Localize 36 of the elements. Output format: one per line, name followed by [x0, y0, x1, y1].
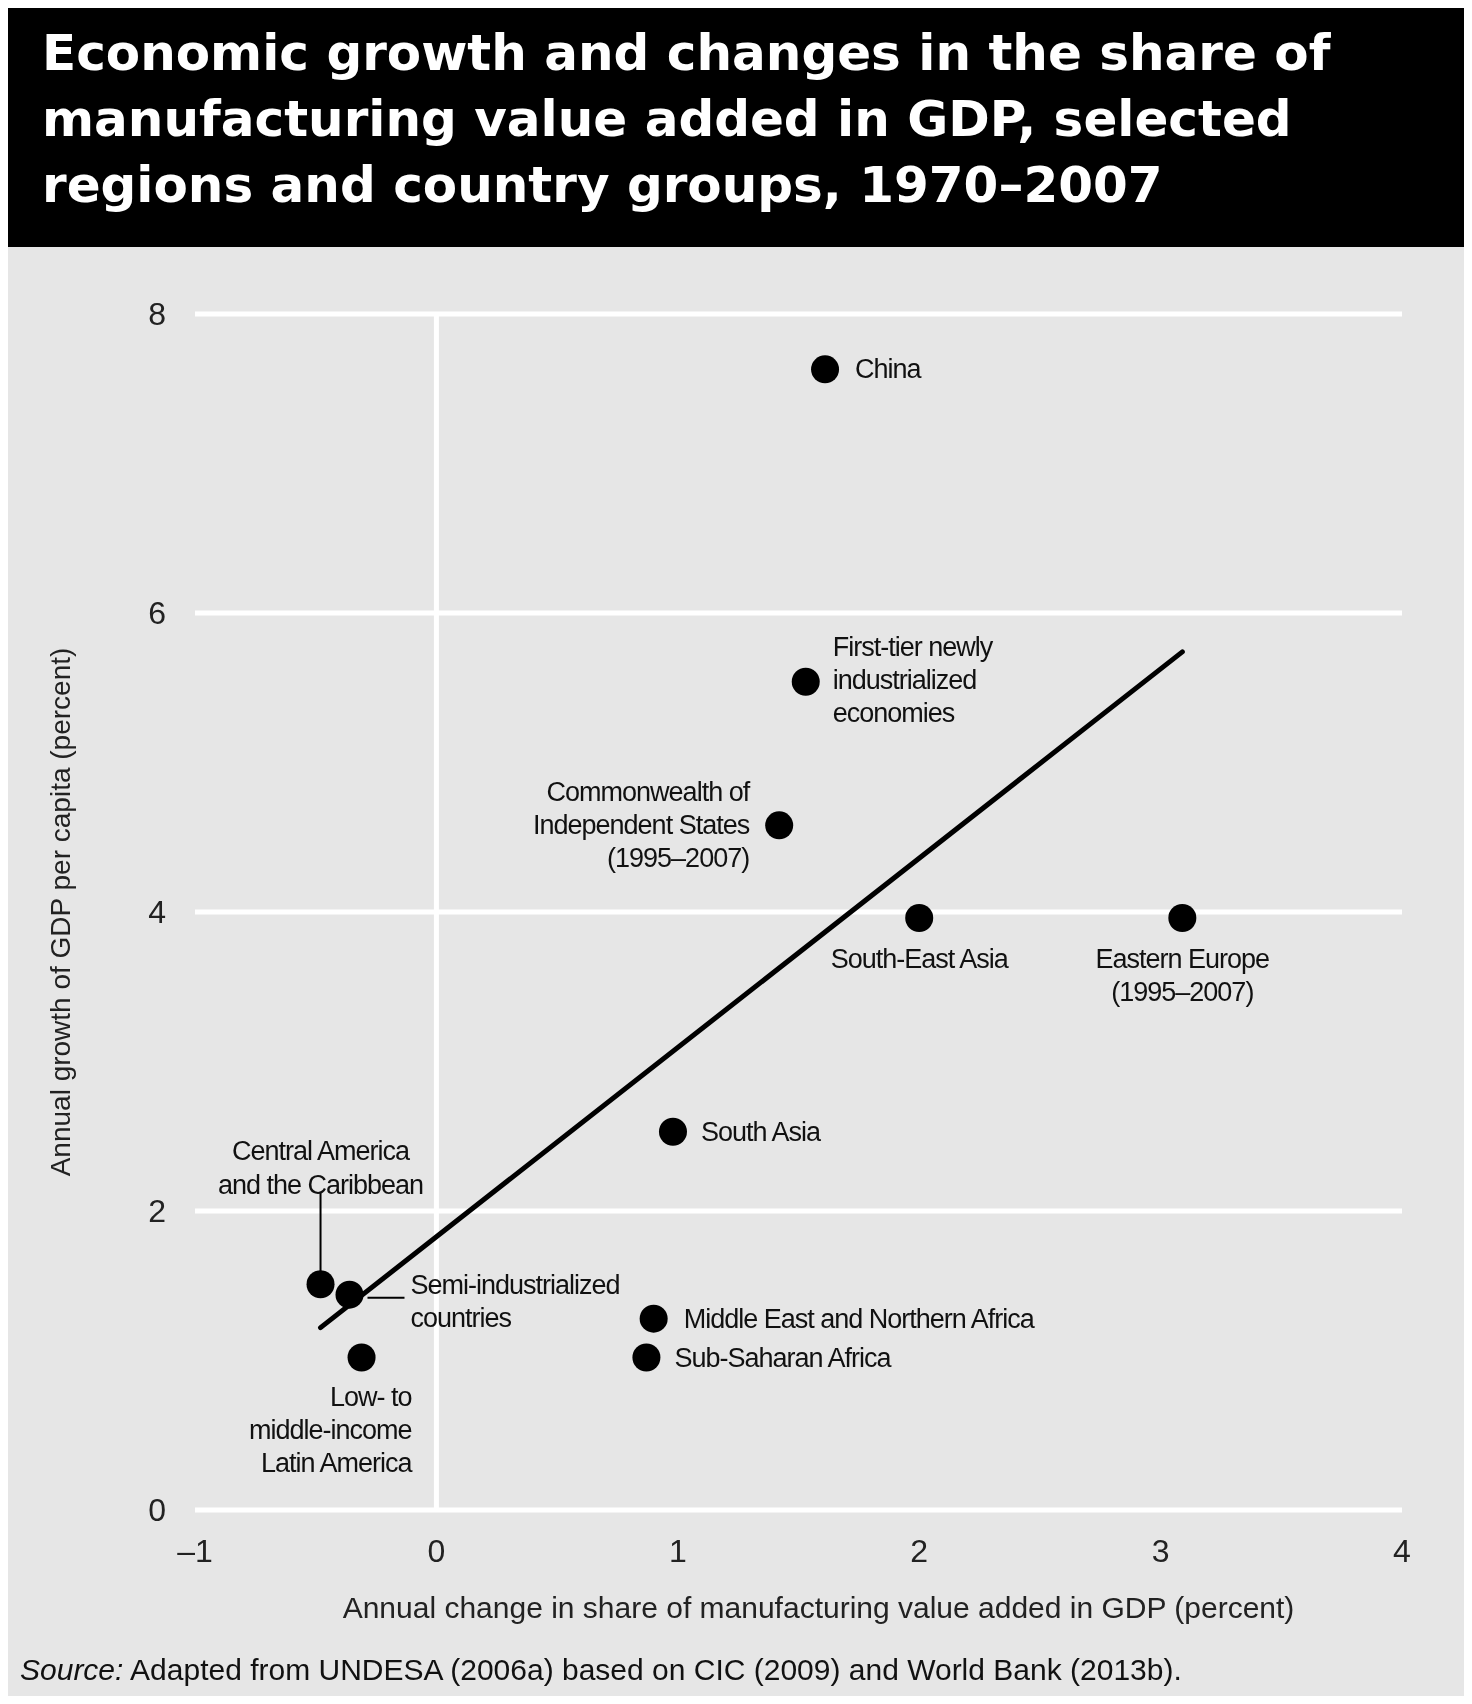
point: [791, 667, 820, 696]
y-tick-label: 8: [148, 296, 166, 332]
point: [658, 1117, 687, 1146]
point: [632, 1343, 661, 1372]
x-tick-label: 3: [1151, 1533, 1170, 1569]
annotation: South-East Asia: [830, 943, 1010, 974]
point: [905, 903, 934, 932]
annotation: Middle East and Northern Africa: [683, 1303, 1036, 1334]
x-tick-label: 2: [910, 1533, 929, 1569]
chart-title: Economic growth and changes in the share of manufacturing value added in GDP, selected regions and country groups, 1970–2007: [42, 24, 1332, 214]
annotation: Sub-Saharan Africa: [674, 1342, 893, 1373]
annotation: Low- to middle-income Latin America: [248, 1381, 414, 1478]
y-tick-label: 4: [148, 894, 166, 930]
point: [639, 1304, 668, 1333]
y-axis-title: Annual growth of GDP per capita (percent): [45, 647, 76, 1177]
annotation: South Asia: [700, 1116, 823, 1147]
point: [306, 1270, 335, 1299]
point: [765, 811, 794, 840]
y-tick-label: 0: [148, 1492, 166, 1528]
x-tick-label: 4: [1393, 1533, 1411, 1569]
x-tick-label: 0: [427, 1533, 446, 1569]
annotation: First-tier newly industrialized economies: [832, 631, 994, 728]
point: [347, 1343, 376, 1372]
x-tick-label: –1: [177, 1533, 213, 1569]
x-axis-title: Annual change in share of manufacturing value added in GDP (percent): [342, 1591, 1295, 1624]
y-tick-label: 2: [148, 1193, 166, 1229]
annotation: Commonwealth of Independent States (1995–2007): [532, 777, 751, 874]
x-tick-label: 1: [668, 1533, 687, 1569]
y-tick-label: 6: [148, 595, 166, 631]
source-note: Source: Adapted from UNDESA (2006a) based on CIC (2009) and World Bank (2013b).: [20, 1653, 1182, 1686]
annotation: China: [855, 354, 923, 385]
point: [1168, 903, 1197, 932]
annotation: Eastern Europe (1995–2007): [1095, 943, 1270, 1007]
point: [811, 355, 840, 384]
annotation: Central America and the Caribbean: [217, 1136, 424, 1201]
annotation: Semi-industrialized countries: [410, 1269, 620, 1333]
